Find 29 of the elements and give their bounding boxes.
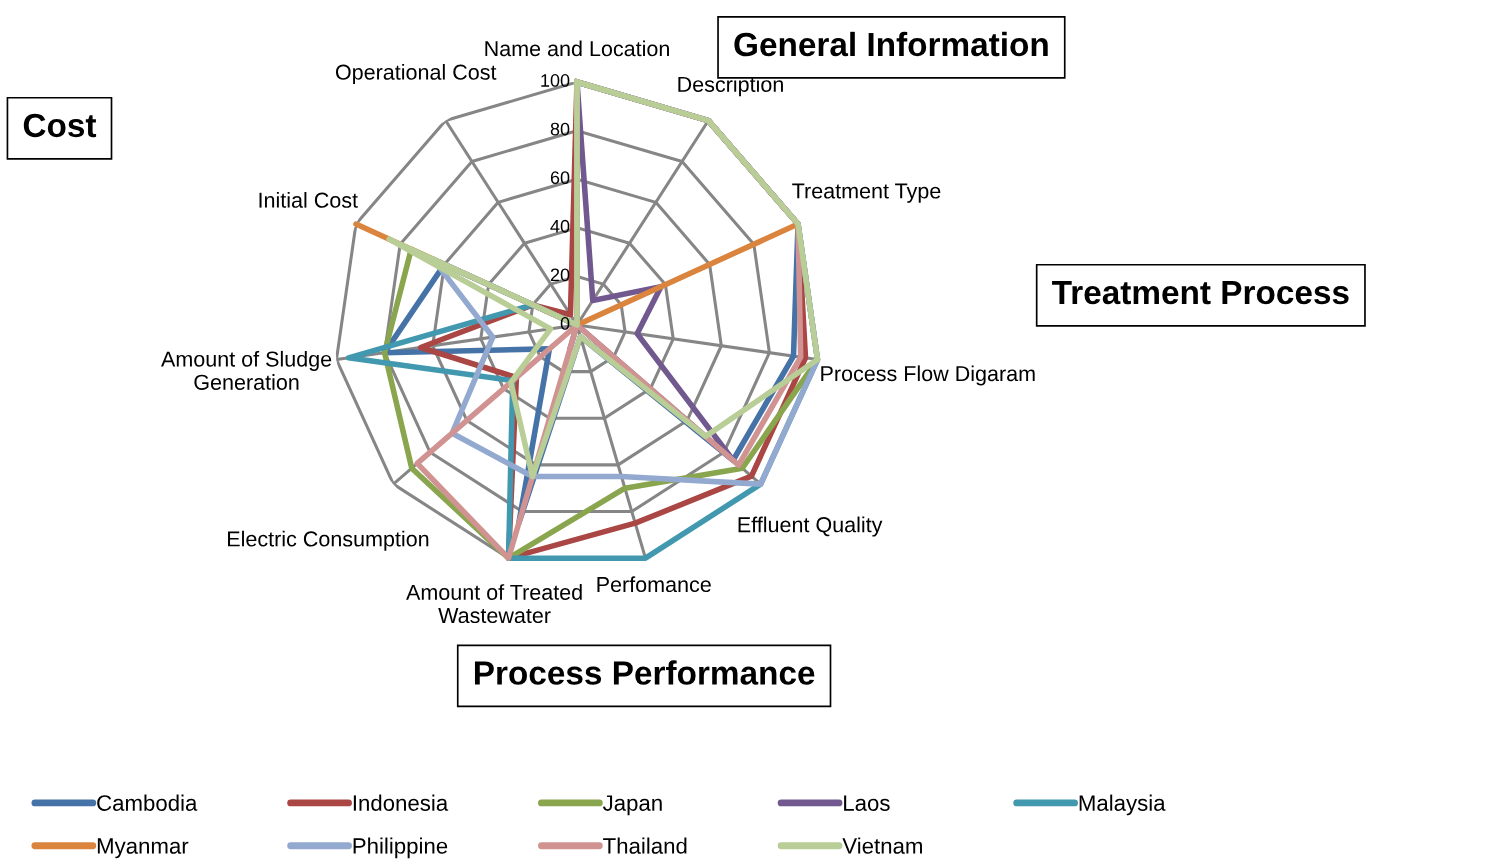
legend-label: Myanmar (97, 838, 189, 859)
spoke-label: Amount of Treated Wastewater (406, 584, 582, 624)
legend-label: Laos (844, 795, 890, 811)
legend-label: Indonesia (353, 794, 449, 811)
y-tick-label: 60 (550, 171, 570, 185)
legend-label: Philippine (353, 837, 448, 859)
spoke-label: Process Flow Digaram (821, 365, 1035, 386)
y-tick-label: 0 (560, 317, 570, 330)
spoke-label: Electric Consumption (228, 530, 429, 551)
spoke-label: Treatment Type (792, 183, 941, 203)
spoke-label: Amount of Sludge Generation (161, 350, 332, 390)
legend-label: Cambodia (97, 794, 198, 811)
text: Cost (23, 113, 97, 138)
text: General Information (734, 31, 1048, 57)
spoke-label: Perfomance (597, 576, 711, 593)
legend-label: Vietnam (842, 837, 922, 854)
spoke-label: Name and Location (485, 40, 669, 57)
spoke-label: Effluent Quality (738, 516, 883, 537)
legend-label: Thailand (603, 837, 687, 854)
legend-label: Japan (602, 795, 662, 816)
y-tick-label: 100 (541, 74, 570, 87)
y-tick-label: 80 (550, 122, 570, 136)
spoke-label: Operational Cost (335, 63, 497, 85)
legend-label: Malaysia (1079, 794, 1166, 816)
text: Process Performance (474, 660, 815, 685)
spoke-label: Initial Cost (259, 192, 358, 208)
spoke-label: Description (678, 76, 783, 97)
text: Treatment Process (1052, 281, 1349, 305)
y-tick-label: 40 (550, 219, 570, 233)
